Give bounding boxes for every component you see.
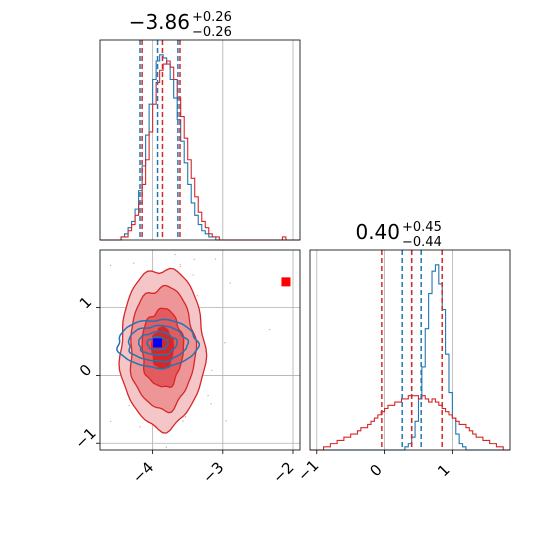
blue-contour-3 [137, 331, 178, 356]
sample-point [210, 403, 212, 405]
marker-1 [281, 277, 291, 287]
sample-point [133, 262, 135, 264]
sample-point [109, 420, 112, 423]
blue-contour-1 [116, 318, 201, 370]
hist-panel-3 [310, 250, 510, 451]
sample-point [196, 295, 198, 297]
sample-point [147, 187, 148, 188]
panel-title-plus: +0.26 [192, 10, 232, 25]
hist-series-1 [310, 264, 510, 451]
panel-title-minus: −0.26 [192, 25, 232, 40]
panel-title-median: 0.40 [355, 220, 400, 244]
panel-title-plus: +0.45 [402, 220, 442, 235]
sample-point [268, 328, 271, 331]
sample-point [179, 265, 181, 268]
panel-title-minus: −0.44 [402, 235, 442, 250]
sample-point [192, 274, 194, 276]
sample-point [229, 282, 231, 284]
sample-point [193, 258, 195, 261]
ytick-label-3: −1 [71, 424, 99, 452]
sample-point [179, 263, 181, 266]
sample-point [128, 404, 130, 407]
sample-point [207, 394, 209, 397]
sample-point [225, 420, 227, 422]
hist-series-2 [100, 60, 300, 241]
hist-xtick-label-2: 0 [366, 461, 385, 480]
joint-panel [100, 187, 300, 450]
joint-frame [99, 249, 301, 451]
hist-xtick-label-3: 1 [434, 461, 453, 480]
xtick-label-2: −3 [199, 458, 227, 486]
sample-point [139, 426, 141, 428]
sample-point [184, 416, 187, 418]
hist-frame-1 [99, 39, 301, 241]
sample-point [211, 369, 213, 372]
blue-contour-2 [127, 324, 190, 363]
sample-point [182, 420, 184, 422]
hist-series-2 [310, 395, 510, 451]
sample-point [214, 258, 217, 260]
ytick-label-1: 1 [76, 293, 95, 312]
hist-frame-3 [309, 249, 511, 451]
sample-point [109, 264, 112, 267]
blue-contour-4 [146, 336, 169, 351]
hist-panel-1 [100, 40, 300, 241]
xtick-label-1: −4 [129, 458, 157, 486]
sample-point [224, 342, 226, 344]
sample-point [105, 206, 106, 207]
hist-xtick-label-1: −1 [294, 456, 322, 484]
sample-point [165, 446, 168, 448]
panel-title-median: −3.86 [129, 10, 190, 34]
sample-point [174, 253, 176, 256]
ytick-label-2: 0 [76, 361, 95, 380]
marker-2 [153, 338, 163, 348]
sample-point [185, 248, 186, 249]
